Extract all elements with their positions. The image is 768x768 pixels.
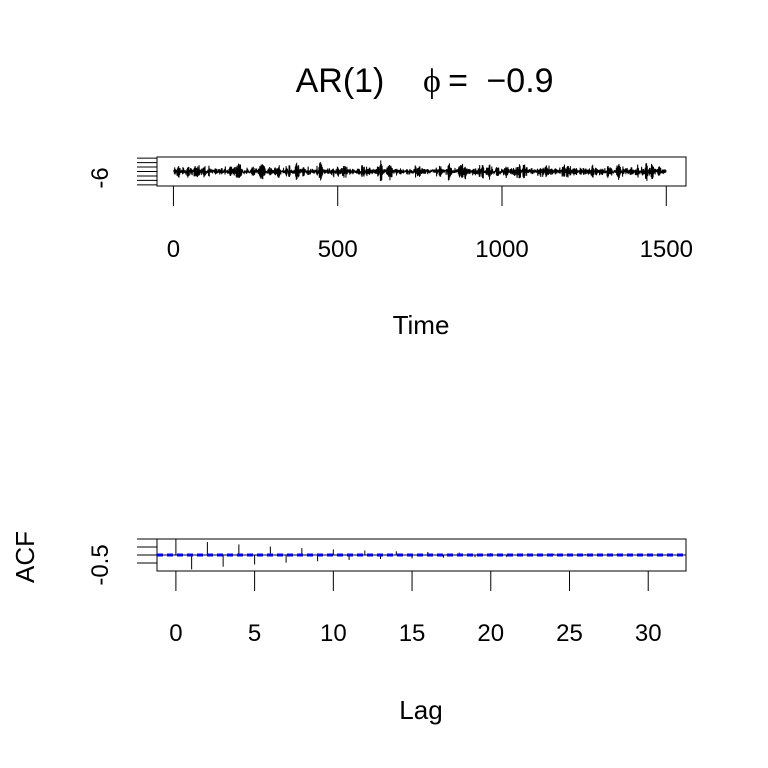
acf-x-tick-label: 15 [399,620,426,647]
acf-x-tick-label: 10 [320,620,347,647]
ts-y-tick-label: -6 [87,167,114,188]
acf-y-axis-title: ACF [10,531,40,583]
acf-x-tick-label: 25 [556,620,583,647]
chart-title-equals: = [448,62,468,100]
chart-title-value: −0.9 [486,62,553,100]
acf-y-ticks [137,538,157,564]
acf-x-axis: 0 5 10 15 20 25 30 [169,570,662,647]
ts-x-tick-label: 1500 [640,236,693,263]
acf-x-tick-label: 5 [248,620,261,647]
ts-x-tick-label: 0 [167,236,180,263]
ts-x-axis-title: Time [393,310,450,340]
ts-y-ticks [137,157,157,186]
chart-title-phi: ϕ [423,63,441,100]
acf-x-tick-label: 30 [635,620,662,647]
ts-x-tick-label: 500 [318,236,358,263]
acf-x-tick-label: 0 [169,620,182,647]
ts-x-tick-label: 1000 [475,236,528,263]
acf-panel: 0 5 10 15 20 25 30 -0.5 ACF Lag [10,531,687,725]
chart-title: AR(1) [296,62,385,100]
ts-series-line [173,160,667,182]
acf-x-axis-title: Lag [399,695,442,725]
ts-x-axis: 0 500 1000 1500 [167,185,693,263]
time-series-panel: 0 500 1000 1500 -6 Time [87,156,693,340]
acf-y-tick-label: -0.5 [87,544,114,585]
acf-x-tick-label: 20 [477,620,504,647]
